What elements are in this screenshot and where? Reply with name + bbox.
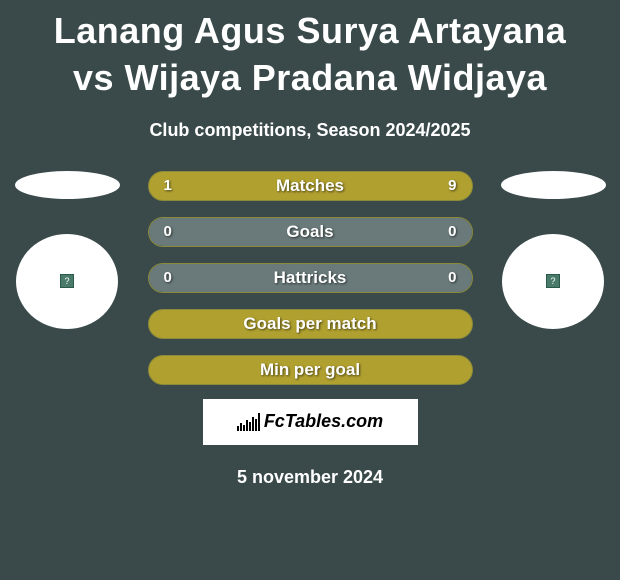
placeholder-icon: ? [60, 274, 74, 288]
subtitle: Club competitions, Season 2024/2025 [10, 120, 610, 141]
logo-chart-icon [237, 413, 260, 431]
stat-label: Goals per match [243, 314, 376, 334]
stat-label: Min per goal [260, 360, 360, 380]
stat-value-right: 9 [448, 177, 456, 194]
logo-text: FcTables.com [264, 411, 383, 432]
player-right-badge [501, 171, 606, 199]
stat-bar: Min per goal [148, 355, 473, 385]
stat-value-right: 0 [448, 269, 456, 286]
player-left-avatar: ? [16, 234, 118, 329]
player-left-badge [15, 171, 120, 199]
stat-value-left: 1 [164, 177, 172, 194]
stat-label: Hattricks [274, 268, 347, 288]
stat-bar: 0 Hattricks 0 [148, 263, 473, 293]
player-right-avatar: ? [502, 234, 604, 329]
stat-label: Matches [276, 176, 344, 196]
stat-value-left: 0 [164, 269, 172, 286]
stat-bar: 1 Matches 9 [148, 171, 473, 201]
stat-bar: 0 Goals 0 [148, 217, 473, 247]
logo-box[interactable]: FcTables.com [203, 399, 418, 445]
stat-bar: Goals per match [148, 309, 473, 339]
player-left-column: ? [12, 171, 122, 329]
placeholder-icon: ? [546, 274, 560, 288]
stat-label: Goals [286, 222, 333, 242]
player-right-column: ? [498, 171, 608, 329]
date-text: 5 november 2024 [10, 467, 610, 488]
stat-value-right: 0 [448, 223, 456, 240]
comparison-area: ? 1 Matches 9 0 Goals 0 0 Hattricks 0 Goals per m… [10, 171, 610, 385]
page-title: Lanang Agus Surya Artayana vs Wijaya Pra… [10, 0, 610, 102]
stat-value-left: 0 [164, 223, 172, 240]
stats-column: 1 Matches 9 0 Goals 0 0 Hattricks 0 Goals per mat… [133, 171, 488, 385]
main-container: Lanang Agus Surya Artayana vs Wijaya Pra… [0, 0, 620, 488]
